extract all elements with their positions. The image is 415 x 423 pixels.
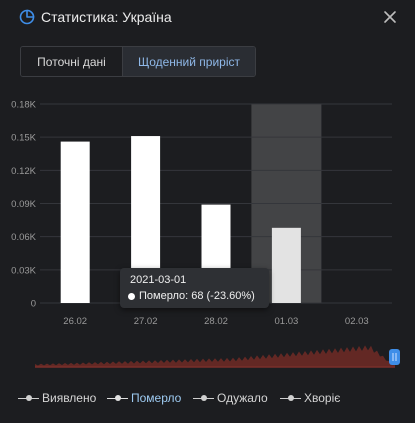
scroller-silhouette (35, 345, 395, 367)
range-scroller[interactable] (35, 343, 405, 371)
dialog-header: Статистика: Україна (0, 0, 415, 36)
y-tick-label: 0.06K (11, 232, 36, 243)
legend-marker-icon (107, 394, 128, 402)
close-icon[interactable] (382, 9, 398, 25)
y-tick-label: 0.12K (11, 166, 36, 177)
legend-label: Одужало (217, 391, 268, 405)
y-tick-label: 0.03K (11, 265, 36, 276)
x-tick-label: 27.02 (134, 316, 158, 327)
x-tick-label: 26.02 (63, 316, 87, 327)
tab-current-data[interactable]: Поточні дані (21, 47, 123, 76)
x-tick-label: 01.03 (275, 316, 299, 327)
legend-marker-icon (18, 394, 39, 402)
bar-01.03 (271, 227, 301, 303)
x-tick-label: 02.03 (345, 316, 369, 327)
legend-label: Хворіє (304, 391, 341, 405)
legend-marker-icon (193, 394, 214, 402)
chart-tooltip: 2021-03-01 Померло: 68 (-23.60%) (120, 268, 269, 308)
pie-chart-icon (19, 9, 35, 25)
range-handle[interactable] (389, 349, 400, 365)
y-tick-label: 0.09K (11, 199, 36, 210)
view-tabs: Поточні дані Щоденний приріст (20, 46, 256, 77)
legend-item-active[interactable]: Хворіє (280, 389, 340, 407)
legend-label: Виявлено (42, 391, 97, 405)
chart-legend: Виявлено Померло Одужало Хворіє (0, 389, 415, 407)
y-tick-label: 0.18K (11, 100, 36, 111)
y-tick-label: 0 (31, 299, 36, 310)
x-tick-label: 28.02 (204, 316, 228, 327)
legend-item-detected[interactable]: Виявлено (18, 389, 96, 407)
tooltip-series-dot (128, 293, 135, 300)
legend-label: Померло (131, 391, 182, 405)
tab-daily-growth[interactable]: Щоденний приріст (123, 47, 255, 76)
legend-item-deaths[interactable]: Померло (107, 389, 181, 407)
bar-26.02 (60, 141, 90, 303)
legend-item-recovered[interactable]: Одужало (193, 389, 268, 407)
y-tick-label: 0.15K (11, 133, 36, 144)
dialog-title: Статистика: Україна (41, 9, 172, 25)
tooltip-value: Померло: 68 (-23.60%) (139, 290, 255, 302)
legend-marker-icon (280, 394, 301, 402)
tooltip-date: 2021-03-01 (130, 274, 187, 286)
